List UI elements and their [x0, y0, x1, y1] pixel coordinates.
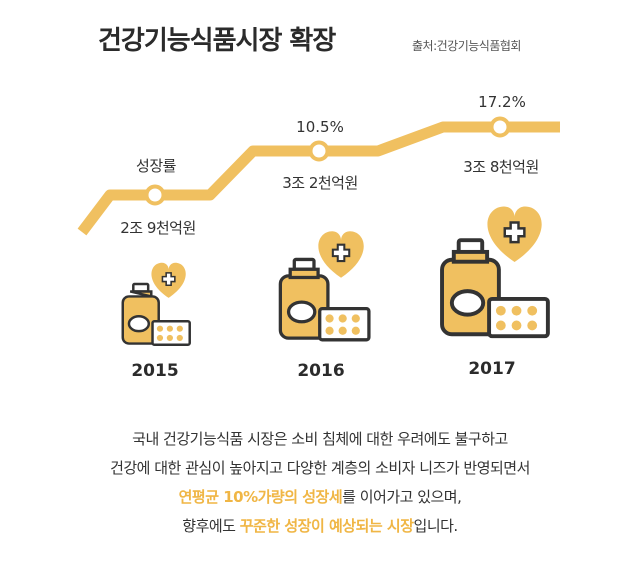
growth-label-2017: 17.2%: [478, 93, 526, 111]
caption-highlight-outlook: 꾸준한 성장이 예상되는 시장: [239, 517, 414, 535]
year-label-2015: 2015: [131, 361, 178, 381]
growth-chart: 성장률 10.5% 17.2% 2조 9천억원 3조 2천억원 3조 8천억원: [77, 93, 560, 381]
heart-plus-icon: [151, 262, 186, 298]
supplement-icon-2015: [121, 262, 191, 347]
growth-trend-line: [77, 121, 560, 236]
growth-label-2016: 10.5%: [296, 118, 344, 136]
caption-line-3: 연평균 10%가량의 성장세를 이어가고 있으며,: [0, 483, 640, 512]
heart-plus-icon: [487, 206, 542, 263]
growth-label-2015: 성장률: [136, 157, 177, 175]
caption-line-4-pre: 향후에도: [182, 517, 240, 535]
caption-line-1: 국내 건강기능식품 시장은 소비 침체에 대한 우려에도 불구하고: [132, 430, 508, 448]
caption-highlight-growth: 연평균 10%가량의 성장세: [178, 488, 343, 506]
source-note: 출처:건강기능식품협회: [412, 39, 521, 53]
point-marker-2017: [489, 116, 511, 138]
supplement-icon-2016: [278, 231, 371, 342]
pill-pack-icon: [318, 307, 371, 342]
chart-title: 건강기능식품시장 확장: [98, 26, 336, 56]
caption-line-4-rest: 입니다.: [413, 517, 459, 535]
pill-pack-icon: [151, 320, 191, 347]
supplement-bottle-icon: [121, 282, 160, 345]
year-label-2016: 2016: [297, 361, 344, 381]
point-marker-2016: [308, 140, 330, 162]
market-size-2015: 2조 9천억원: [120, 219, 196, 237]
caption-line-4: 향후에도 꾸준한 성장이 예상되는 시장입니다.: [0, 512, 640, 541]
supplement-bottle-icon: [278, 257, 330, 340]
market-size-2017: 3조 8천억원: [463, 158, 539, 176]
description-text: 국내 건강기능식품 시장은 소비 침체에 대한 우려에도 불구하고 건강에 대한…: [0, 425, 640, 541]
caption-line-2: 건강에 대한 관심이 높아지고 다양한 계층의 소비자 니즈가 반영되면서: [110, 459, 530, 477]
supplement-icon-2017: [440, 206, 550, 339]
market-size-2016: 3조 2천억원: [282, 174, 358, 192]
year-label-2017: 2017: [468, 359, 515, 379]
caption-line-3-rest: 를 이어가고 있으며,: [342, 488, 462, 506]
heart-plus-icon: [318, 231, 364, 278]
pill-pack-icon: [487, 297, 550, 339]
supplement-bottle-icon: [440, 238, 501, 337]
point-marker-2015: [144, 184, 166, 206]
